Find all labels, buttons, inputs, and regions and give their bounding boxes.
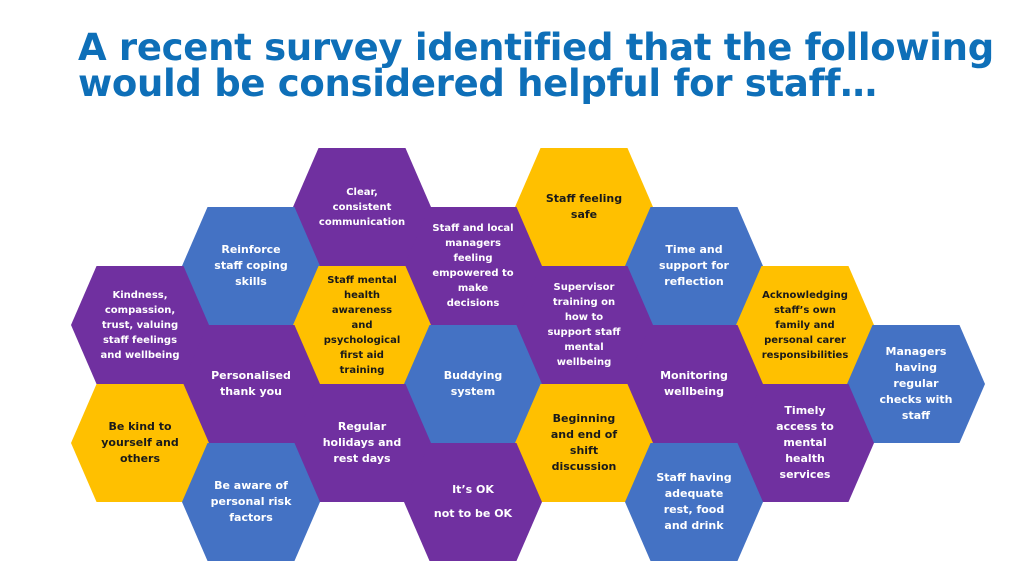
- hex-its-ok: It’s OK not to be OK: [404, 443, 542, 561]
- hex-label: Time and support for reflection: [659, 243, 729, 288]
- hex-staff-feeling-safe: Staff feeling safe: [515, 148, 653, 266]
- hex-time-support-reflection: Time and support for reflection: [625, 207, 763, 325]
- hex-buddying-system: Buddying system: [404, 325, 542, 443]
- hex-mental-health-services: Timely access to mental health services: [736, 384, 874, 502]
- hex-personalised-thanks: Personalised thank you: [182, 325, 320, 443]
- hex-kindness-compassion: Kindness, compassion, trust, valuing sta…: [71, 266, 209, 384]
- hex-label: Staff and local managers feeling empower…: [432, 223, 514, 309]
- hex-managers-checks: Managers having regular checks with staf…: [847, 325, 985, 443]
- hex-regular-holidays: Regular holidays and rest days: [293, 384, 431, 502]
- hex-clear-communication: Clear, consistent communication: [293, 148, 431, 266]
- hex-shift-discussion: Beginning and end of shift discussion: [515, 384, 653, 502]
- slide-title: A recent survey identified that the foll…: [78, 26, 994, 105]
- hex-label: Beginning and end of shift discussion: [550, 412, 618, 473]
- hex-label: Personalised thank you: [211, 369, 291, 398]
- hex-supervisor-training: Supervisor training on how to support st…: [515, 266, 653, 384]
- hex-reinforce-coping: Reinforce staff coping skills: [182, 207, 320, 325]
- hex-label: It’s OK not to be OK: [433, 483, 513, 520]
- hex-label: Managers having regular checks with staf…: [879, 345, 953, 422]
- hex-managers-empowered: Staff and local managers feeling empower…: [404, 207, 542, 325]
- hex-label: Be aware of personal risk factors: [210, 479, 292, 524]
- hex-personal-risk: Be aware of personal risk factors: [182, 443, 320, 561]
- hex-label: Regular holidays and rest days: [322, 420, 402, 465]
- hex-monitoring-wellbeing: Monitoring wellbeing: [625, 325, 763, 443]
- hex-label: Reinforce staff coping skills: [214, 243, 288, 288]
- hex-label: Supervisor training on how to support st…: [547, 282, 621, 368]
- hex-label: Clear, consistent communication: [318, 186, 406, 228]
- hex-label: Timely access to mental health services: [776, 404, 834, 481]
- hex-label: Acknowledging staff’s own family and per…: [761, 289, 849, 361]
- hex-label: Be kind to yourself and others: [101, 420, 179, 465]
- hex-label: Buddying system: [443, 369, 503, 398]
- hex-label: Staff mental health awareness and psycho…: [323, 274, 401, 376]
- hex-acknowledging-carer: Acknowledging staff’s own family and per…: [736, 266, 874, 384]
- hex-mental-health-first-aid: Staff mental health awareness and psycho…: [293, 266, 431, 384]
- hex-label: Staff having adequate rest, food and dri…: [656, 471, 732, 532]
- hex-be-kind: Be kind to yourself and others: [71, 384, 209, 502]
- hex-label: Kindness, compassion, trust, valuing sta…: [100, 289, 180, 361]
- hex-adequate-rest: Staff having adequate rest, food and dri…: [625, 443, 763, 561]
- hex-label: Staff feeling safe: [545, 192, 623, 221]
- hex-label: Monitoring wellbeing: [660, 369, 728, 398]
